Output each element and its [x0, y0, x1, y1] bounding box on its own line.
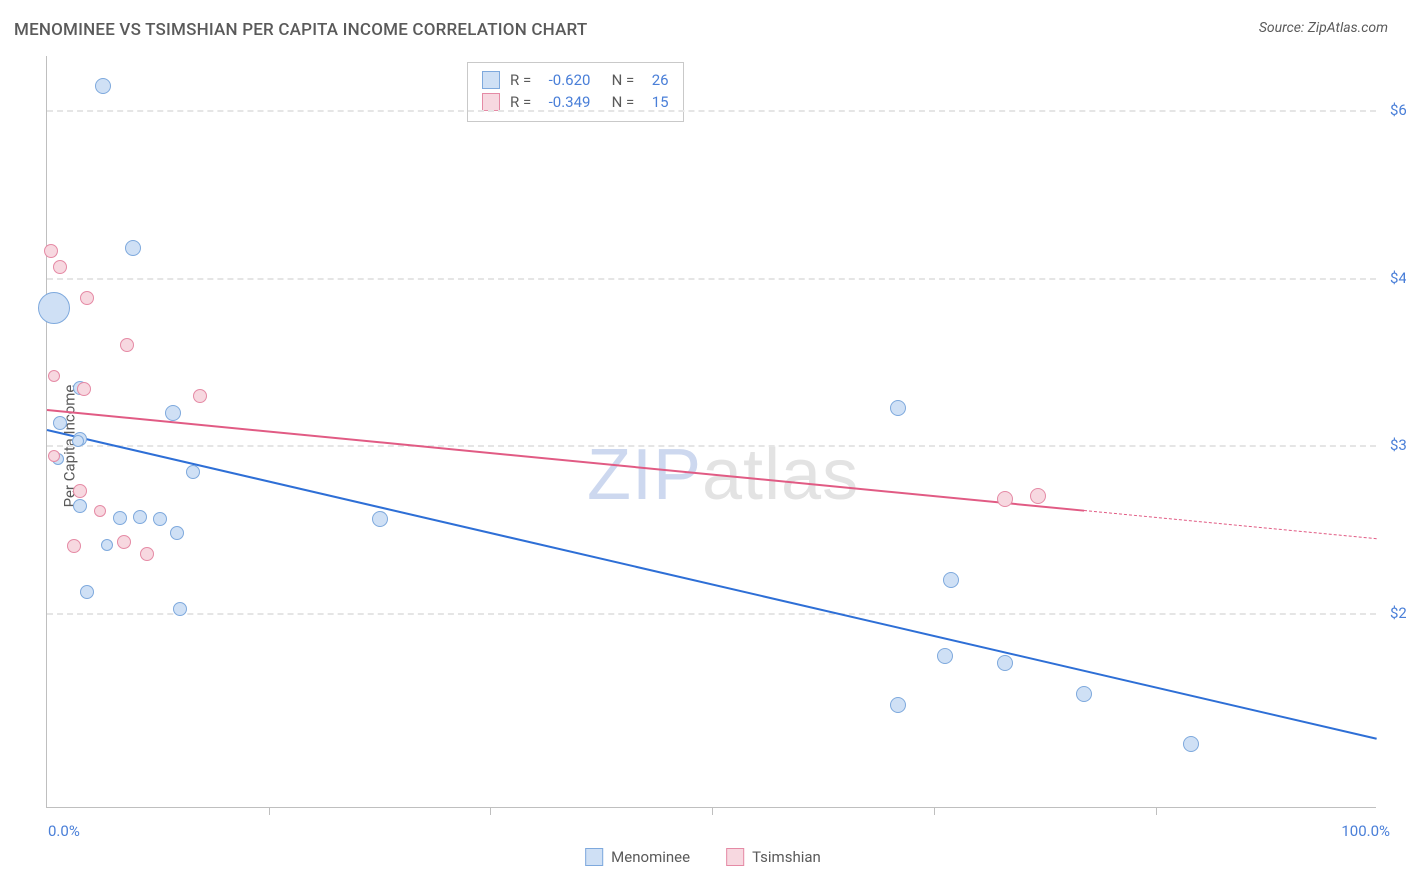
data-point [53, 260, 67, 274]
data-point [997, 655, 1013, 671]
data-point [80, 585, 94, 599]
legend-item-menominee: Menominee [585, 848, 690, 866]
data-point [94, 505, 106, 517]
series-legend: Menominee Tsimshian [585, 848, 821, 866]
x-tick [269, 807, 270, 815]
y-tick-label: $60,000 [1390, 101, 1406, 119]
data-point [890, 400, 906, 416]
data-point [53, 416, 67, 430]
data-point [133, 510, 147, 524]
legend-swatch-icon [726, 848, 744, 866]
data-point [186, 465, 200, 479]
data-point [943, 572, 959, 588]
data-point [153, 512, 167, 526]
gridline [47, 110, 1376, 112]
r-value: -0.620 [549, 69, 591, 91]
trend-line [47, 409, 1085, 512]
y-tick-label: $22,500 [1390, 604, 1406, 622]
data-point [165, 405, 181, 421]
legend-swatch-icon [585, 848, 603, 866]
data-point [73, 499, 87, 513]
legend-swatch-icon [482, 93, 500, 111]
data-point [48, 370, 60, 382]
data-point [140, 547, 154, 561]
x-axis-min-label: 0.0% [48, 822, 80, 840]
data-point [72, 435, 84, 447]
data-point [48, 450, 60, 462]
gridline [47, 278, 1376, 280]
data-point [77, 382, 91, 396]
legend-label: Menominee [611, 848, 690, 866]
data-point [120, 338, 134, 352]
data-point [997, 491, 1013, 507]
legend-item-tsimshian: Tsimshian [726, 848, 821, 866]
data-point [117, 535, 131, 549]
n-value: 26 [652, 69, 669, 91]
data-point [193, 389, 207, 403]
data-point [125, 240, 141, 256]
scatter-plot-area: ZIPatlas R = -0.620 N = 26R = -0.349 N =… [46, 56, 1376, 808]
trend-line [1084, 510, 1377, 539]
data-point [937, 648, 953, 664]
source-attribution: Source: ZipAtlas.com [1259, 20, 1388, 36]
x-tick [934, 807, 935, 815]
data-point [890, 697, 906, 713]
data-point [73, 484, 87, 498]
correlation-row: R = -0.620 N = 26 [482, 69, 669, 91]
data-point [170, 526, 184, 540]
data-point [372, 511, 388, 527]
legend-swatch-icon [482, 71, 500, 89]
data-point [67, 539, 81, 553]
trend-line [47, 429, 1377, 740]
n-label: N = [600, 69, 641, 91]
data-point [1076, 686, 1092, 702]
data-point [1030, 488, 1046, 504]
data-point [101, 539, 113, 551]
x-axis-max-label: 100.0% [1341, 822, 1390, 840]
x-tick [712, 807, 713, 815]
y-tick-label: $47,500 [1390, 269, 1406, 287]
y-tick-label: $35,000 [1390, 436, 1406, 454]
data-point [95, 78, 111, 94]
data-point [173, 602, 187, 616]
correlation-legend: R = -0.620 N = 26R = -0.349 N = 15 [467, 62, 684, 122]
chart-title: MENOMINEE VS TSIMSHIAN PER CAPITA INCOME… [14, 20, 587, 40]
r-label: R = [510, 69, 539, 91]
x-tick [1156, 807, 1157, 815]
x-tick [490, 807, 491, 815]
data-point [44, 244, 58, 258]
data-point [113, 511, 127, 525]
gridline [47, 613, 1376, 615]
gridline [47, 445, 1376, 447]
data-point [1183, 736, 1199, 752]
data-point [38, 292, 70, 324]
data-point [80, 291, 94, 305]
legend-label: Tsimshian [752, 848, 821, 866]
